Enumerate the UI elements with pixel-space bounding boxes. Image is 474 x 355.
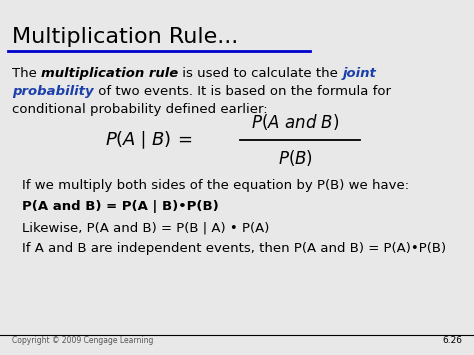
Text: of two events. It is based on the formula for: of two events. It is based on the formul… [94,85,391,98]
Text: P(A and B) = P(A | B)•P(B): P(A and B) = P(A | B)•P(B) [22,200,219,213]
Text: Likewise, P(A and B) = P(B | A) • P(A): Likewise, P(A and B) = P(B | A) • P(A) [22,221,269,234]
Text: The: The [12,67,41,80]
Text: multiplication rule: multiplication rule [41,67,178,80]
Text: probability: probability [12,85,94,98]
Text: 6.26: 6.26 [442,336,462,345]
Text: If we multiply both sides of the equation by P(B) we have:: If we multiply both sides of the equatio… [22,179,409,192]
Text: $P(A \mid B)\, =$: $P(A \mid B)\, =$ [105,129,192,151]
Text: Copyright © 2009 Cengage Learning: Copyright © 2009 Cengage Learning [12,336,154,345]
Text: If A and B are independent events, then P(A and B) = P(A)•P(B): If A and B are independent events, then … [22,242,446,255]
Text: $P(A\ and\ B)$: $P(A\ and\ B)$ [251,112,339,132]
Text: Multiplication Rule...: Multiplication Rule... [12,27,238,47]
Text: is used to calculate the: is used to calculate the [178,67,343,80]
Text: conditional probability defined earlier:: conditional probability defined earlier: [12,103,268,116]
Text: $P(B)$: $P(B)$ [277,148,312,168]
Text: joint: joint [343,67,376,80]
